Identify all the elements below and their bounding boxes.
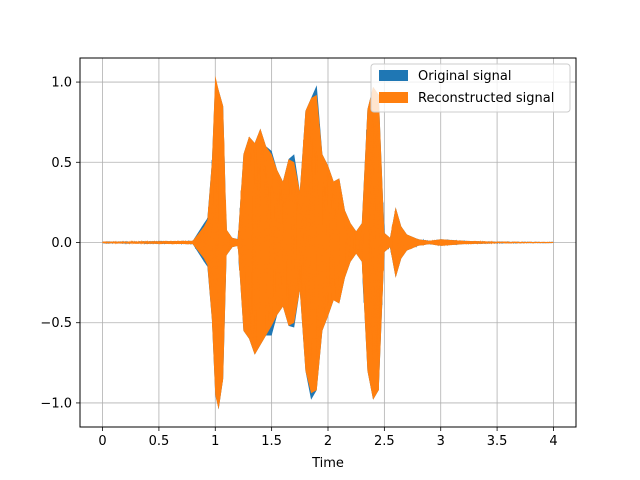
x-tick-label: 0.5 — [149, 434, 170, 449]
x-tick-label: 1.5 — [261, 434, 282, 449]
y-tick-label: 0.5 — [51, 156, 72, 171]
tick-layer: 0 0.5 1 1.5 2 2.5 3 3.5 4 −1.0 −0.5 0.0 0.5 1.0 — [40, 76, 557, 449]
legend-label-original: Original signal — [418, 69, 511, 84]
x-tick-label: 1 — [211, 434, 219, 449]
signal-trace — [102, 89, 554, 391]
series-reconstructed-signal — [102, 75, 554, 410]
x-axis-label: Time — [311, 456, 344, 471]
legend-label-reconstructed: Reconstructed signal — [418, 91, 554, 106]
x-tick-label: 4 — [549, 434, 557, 449]
x-tick-label: 3.5 — [487, 434, 508, 449]
y-tick-label: −0.5 — [40, 316, 72, 331]
legend-frame — [370, 63, 571, 113]
y-tick-label: −1.0 — [40, 396, 72, 411]
legend: Original signal Reconstructed signal — [370, 63, 571, 113]
x-tick-label: 2.5 — [374, 434, 395, 449]
y-tick-label: 0.0 — [51, 236, 72, 251]
x-tick-label: 2 — [324, 434, 332, 449]
legend-swatch-original — [379, 70, 408, 81]
series-layer — [102, 75, 554, 410]
y-tick-label: 1.0 — [51, 76, 72, 91]
legend-swatch-reconstructed — [379, 92, 408, 103]
x-tick-label: 0 — [98, 434, 106, 449]
x-tick-label: 3 — [437, 434, 445, 449]
